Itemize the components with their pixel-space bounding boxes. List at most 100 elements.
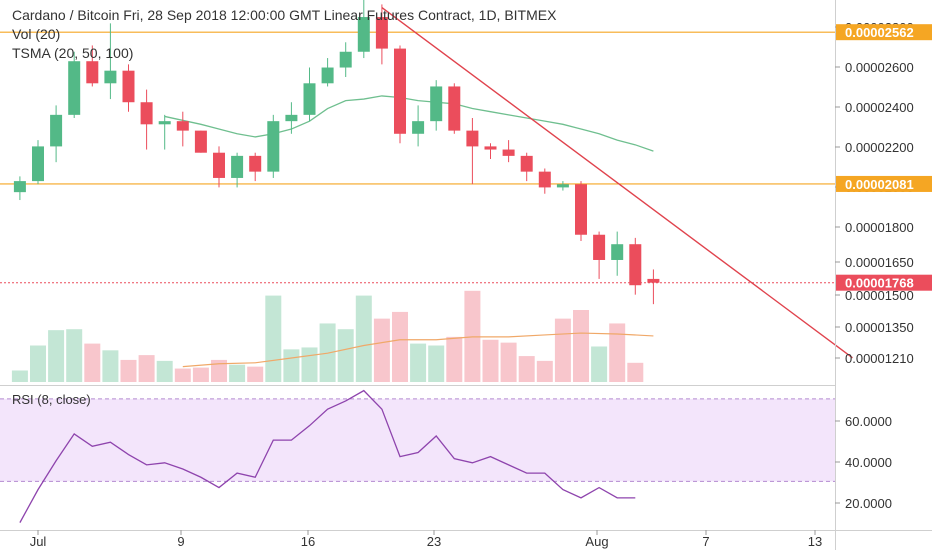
chart-title: Cardano / Bitcoin Fri, 28 Sep 2018 12:00…: [12, 7, 557, 23]
volume-bar: [283, 349, 300, 382]
volume-bar: [211, 359, 227, 382]
volume-bar: [573, 310, 589, 382]
candle-body: [412, 121, 425, 134]
price-tick-label: 0.00001500: [845, 288, 914, 303]
price-label-text: 0.00002081: [845, 177, 914, 192]
trend-line[interactable]: [381, 7, 853, 359]
volume-bar: [11, 370, 28, 382]
rsi-tick-label: 60.0000: [845, 414, 892, 429]
candle-body: [430, 86, 443, 122]
volume-bar: [518, 356, 535, 382]
volume-bar: [30, 345, 46, 382]
volume-ma-line: [182, 332, 654, 368]
candle-body: [484, 146, 497, 150]
volume-bar: [301, 347, 318, 382]
price-tick-label: 0.00001210: [845, 351, 914, 366]
candle-body: [267, 121, 280, 172]
price-label-box: [836, 274, 932, 291]
volume-bar: [627, 362, 644, 382]
tsma-indicator-label[interactable]: TSMA (20, 50, 100): [12, 45, 134, 61]
volume-bar: [373, 318, 390, 382]
candle-body: [285, 114, 298, 122]
candle-body: [556, 184, 569, 188]
candle-body: [502, 149, 515, 156]
volume-bar: [229, 364, 246, 382]
candle-body: [104, 70, 117, 84]
volume-bars: [11, 290, 654, 382]
tsma-line: [164, 95, 654, 152]
candles: [13, 0, 660, 305]
volume-bar: [446, 336, 463, 382]
candle-body: [122, 70, 135, 103]
candle-body: [140, 102, 153, 125]
time-tick-label: 13: [808, 534, 822, 549]
volume-bar: [482, 339, 499, 382]
candle-body: [448, 86, 461, 131]
candle-body: [68, 61, 81, 115]
rsi-tick-label: 20.0000: [845, 496, 892, 511]
horizontal-levels[interactable]: [0, 31, 835, 284]
rsi-band-fill: [0, 398, 835, 482]
candle-body: [32, 146, 44, 182]
candle-body: [13, 181, 26, 193]
vol-indicator-label[interactable]: Vol (20): [12, 26, 61, 42]
candle-body: [231, 155, 244, 178]
ma-line: [164, 95, 654, 152]
price-tick-label: 0.00001650: [845, 255, 914, 270]
volume-bar: [192, 367, 209, 382]
volume-bar: [337, 329, 354, 382]
volume-bar: [265, 295, 282, 382]
price-axis[interactable]: 0.000028000.000026000.000024000.00002200…: [835, 0, 914, 550]
price-tick-label: 0.00002400: [845, 100, 914, 115]
volume-bar: [156, 360, 173, 382]
candle-body: [375, 17, 388, 49]
volume-bar: [428, 345, 445, 382]
volume-bar: [247, 366, 264, 382]
rsi-indicator-label[interactable]: RSI (8, close): [12, 392, 91, 407]
candle-body: [194, 130, 207, 153]
rsi-band: [0, 398, 835, 482]
time-tick-label: Jul: [30, 534, 47, 549]
candle-body: [50, 114, 63, 147]
time-tick-label: 9: [177, 534, 184, 549]
candle-body: [357, 17, 370, 52]
volume-bar: [138, 355, 155, 382]
candle-body: [466, 130, 479, 147]
volume-bar: [174, 368, 191, 382]
time-axis[interactable]: Jul 9 16 23 Aug 7 13: [0, 530, 932, 549]
candle-body: [176, 121, 189, 131]
price-tick-label: 0.00002200: [845, 140, 914, 155]
volume-bar: [410, 343, 427, 382]
price-tick-label: 0.00001800: [845, 220, 914, 235]
candle-body: [339, 51, 352, 68]
candle-body: [611, 244, 624, 260]
price-label-box: [836, 24, 932, 41]
price-label-box: [836, 175, 932, 192]
volume-bar: [102, 350, 119, 382]
volume-bar: [355, 295, 372, 382]
candle-body: [520, 155, 533, 172]
candle-body: [303, 83, 316, 115]
volume-bar: [66, 329, 83, 382]
price-labels: 0.00002562 0.00002081 0.00001768: [836, 24, 932, 291]
candle-body: [86, 61, 99, 84]
price-tick-label: 0.00002600: [845, 60, 914, 75]
candle-body: [249, 155, 262, 172]
volume-bar: [48, 330, 65, 382]
candle-body: [647, 278, 660, 283]
candle-body: [593, 234, 606, 260]
volume-bar: [84, 343, 101, 382]
volume-bar: [554, 318, 571, 382]
volume-bar: [120, 359, 137, 382]
rsi-series-line: [19, 389, 636, 523]
time-tick-label: Aug: [585, 534, 608, 549]
trendline: [381, 7, 853, 359]
time-tick-label: 16: [301, 534, 315, 549]
candle-body: [629, 244, 642, 286]
rsi-tick-label: 40.0000: [845, 455, 892, 470]
candle-body: [158, 121, 171, 125]
candle-body: [575, 184, 587, 235]
volume-bar: [609, 323, 626, 382]
volume-bar: [500, 342, 517, 382]
